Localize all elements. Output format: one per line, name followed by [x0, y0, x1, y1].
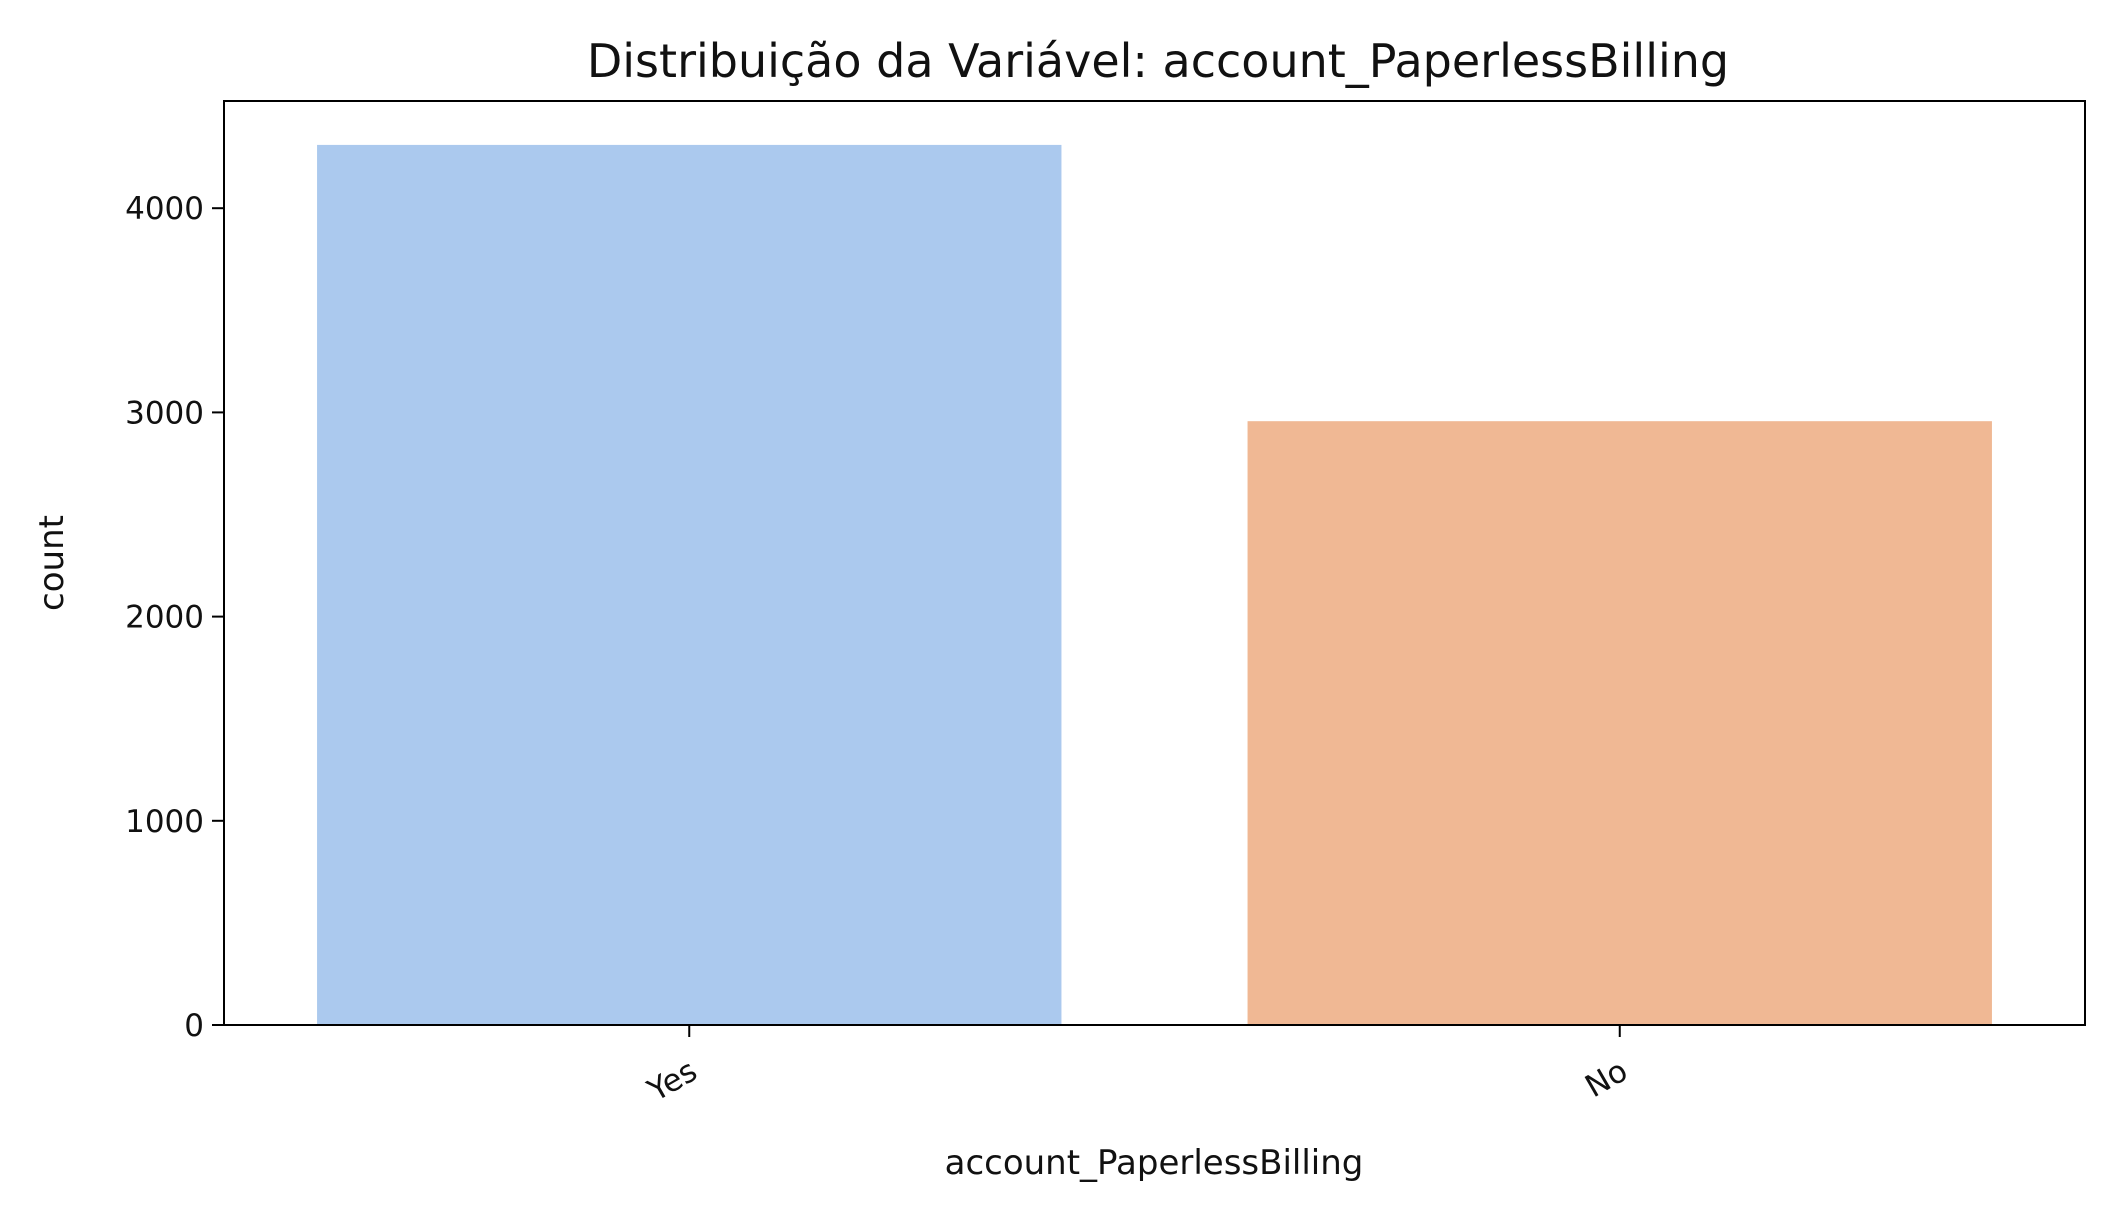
bars-group [317, 144, 1992, 1026]
y-tick-label: 0 [184, 1008, 204, 1044]
chart-title: Distribuição da Variável: account_Paperl… [587, 34, 1729, 88]
plot-frame [223, 100, 2086, 1026]
bar-no [1247, 421, 1992, 1026]
y-tick-label: 2000 [125, 600, 204, 636]
y-axis: 0 1000 2000 3000 4000 [125, 191, 224, 1044]
bar-yes [317, 144, 1062, 1025]
y-axis-label: count [32, 515, 72, 611]
y-tick-label: 3000 [125, 395, 204, 431]
y-tick-label: 1000 [125, 804, 204, 840]
y-tick-label: 4000 [125, 191, 204, 227]
x-axis-label: account_PaperlessBilling [945, 1143, 1364, 1183]
